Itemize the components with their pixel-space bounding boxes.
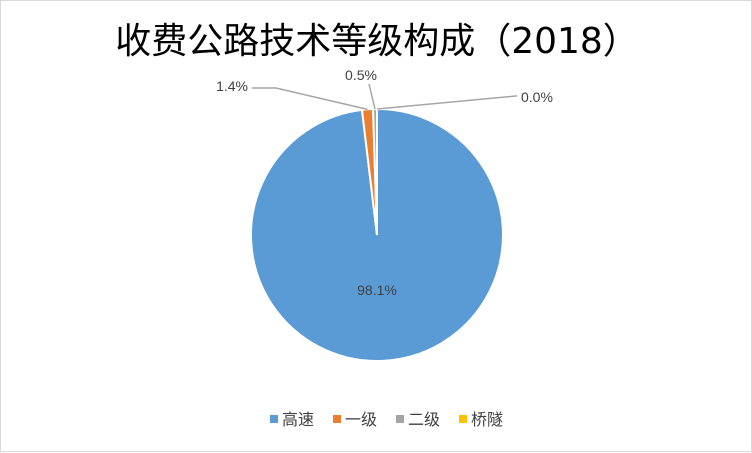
legend-swatch-2: [333, 415, 341, 423]
legend-label-2: 一级: [345, 410, 377, 429]
legend-swatch-3: [396, 415, 404, 423]
data-labels: 98.1% 1.4% 0.5% 0.0%: [216, 67, 553, 298]
legend-swatch-1: [270, 415, 278, 423]
data-label-2: 1.4%: [216, 78, 248, 94]
leader-line-3: [368, 83, 376, 110]
legend-swatch-4: [459, 415, 467, 423]
legend: 高速 一级 二级 桥隧: [270, 410, 503, 429]
data-label-3: 0.5%: [345, 67, 377, 83]
legend-label-1: 高速: [282, 410, 314, 429]
leader-lines: [252, 83, 517, 111]
leader-line-2: [252, 87, 368, 111]
chart-title: 收费公路技术等级构成（2018）: [115, 21, 639, 62]
pie-slices: [250, 107, 504, 362]
data-label-1: 98.1%: [357, 282, 397, 298]
legend-label-4: 桥隧: [471, 410, 503, 429]
data-label-4: 0.0%: [521, 89, 553, 105]
leader-line-4: [376, 95, 517, 110]
legend-label-3: 二级: [408, 410, 440, 429]
